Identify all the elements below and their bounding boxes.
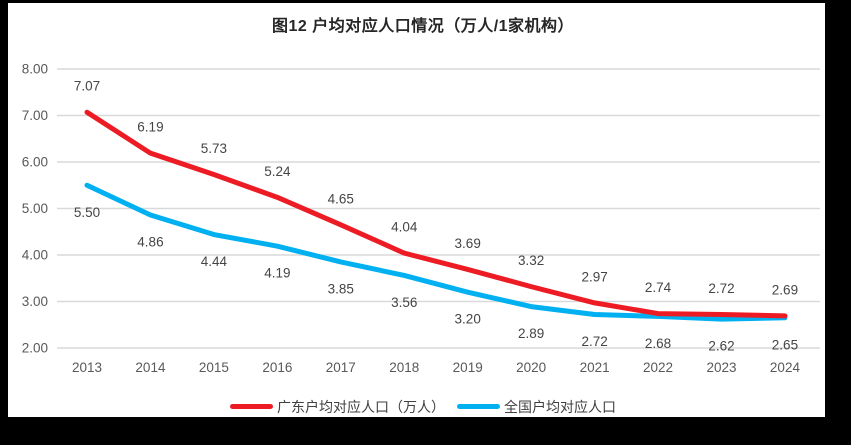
data-label: 5.24 (264, 164, 291, 179)
legend-item-guangdong: 广东户均对应人口（万人） (230, 397, 445, 417)
data-label: 2.89 (518, 326, 544, 341)
data-label: 3.32 (518, 253, 544, 268)
x-tick-label: 2013 (72, 360, 102, 375)
x-tick-label: 2016 (262, 360, 292, 375)
legend-line-national-icon (457, 404, 500, 409)
chart-title: 图12 户均对应人口情况（万人/1家机构） (271, 18, 575, 35)
y-tick-label: 7.00 (22, 108, 48, 123)
x-tick-label: 2014 (135, 360, 166, 375)
x-tick-label: 2021 (580, 360, 610, 375)
data-label: 2.72 (708, 281, 734, 296)
y-tick-label: 4.00 (22, 248, 48, 263)
data-label: 3.20 (455, 312, 481, 327)
data-label: 2.69 (772, 282, 798, 297)
x-tick-label: 2015 (199, 360, 229, 375)
x-tick-label: 2019 (453, 360, 483, 375)
y-tick-label: 8.00 (22, 62, 48, 77)
data-label: 3.85 (328, 281, 354, 296)
data-label: 2.62 (708, 339, 734, 354)
data-label: 3.56 (391, 295, 417, 310)
data-label: 4.04 (391, 220, 418, 235)
y-tick-label: 3.00 (22, 294, 48, 309)
data-label: 5.50 (74, 205, 100, 220)
legend: 广东户均对应人口（万人） 全国户均对应人口 (8, 396, 838, 417)
x-tick-label: 2017 (326, 360, 356, 375)
legend-label-national: 全国户均对应人口 (504, 398, 616, 415)
data-label: 2.68 (645, 336, 671, 351)
legend-line-guangdong-icon (230, 404, 273, 409)
data-label: 4.65 (328, 191, 354, 206)
y-tick-label: 6.00 (22, 155, 48, 170)
data-label: 2.74 (645, 280, 672, 295)
data-label: 2.72 (581, 334, 607, 349)
x-tick-label: 2023 (706, 360, 736, 375)
data-label: 7.07 (74, 79, 100, 94)
x-tick-label: 2020 (516, 360, 546, 375)
data-label: 2.65 (772, 337, 798, 352)
x-tick-label: 2022 (643, 360, 673, 375)
x-tick-label: 2018 (389, 360, 419, 375)
data-label: 4.86 (137, 235, 163, 250)
series-line (84, 182, 788, 322)
data-label: 5.73 (201, 141, 227, 156)
data-label: 6.19 (137, 120, 163, 135)
legend-item-national: 全国户均对应人口 (457, 397, 616, 417)
data-label: 3.69 (455, 236, 481, 251)
legend-label-guangdong: 广东户均对应人口（万人） (277, 398, 445, 415)
series-line (84, 109, 788, 319)
data-label: 4.19 (264, 266, 290, 281)
y-tick-label: 5.00 (22, 201, 48, 216)
y-tick-label: 2.00 (22, 341, 48, 356)
data-label: 2.97 (581, 269, 607, 284)
data-label: 4.44 (201, 254, 228, 269)
x-tick-label: 2024 (770, 360, 801, 375)
